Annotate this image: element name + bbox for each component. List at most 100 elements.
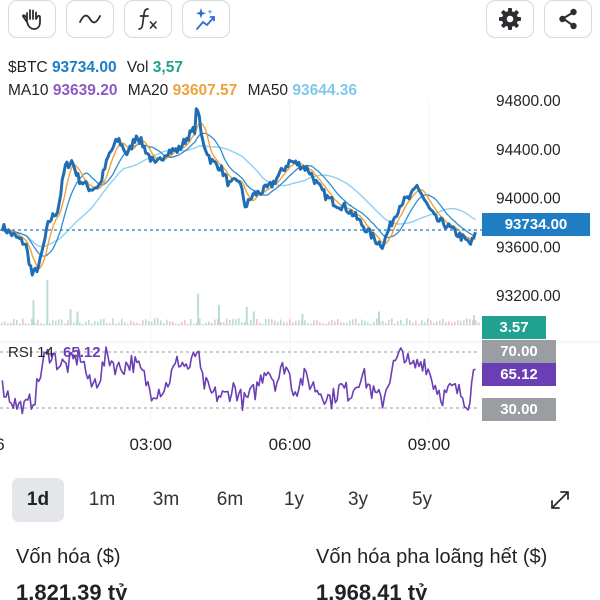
volume-bar	[463, 320, 465, 325]
volume-bar	[385, 322, 387, 325]
volume-bar	[259, 322, 261, 325]
fdv-label: Vốn hóa pha loãng hết ($)	[316, 546, 548, 568]
indicator-tool-button[interactable]	[66, 0, 114, 38]
volume-bar	[349, 320, 351, 325]
volume-spike-bar	[76, 311, 79, 325]
legend-ma-row: MA10 93639.20 MA20 93607.57 MA50 93644.3…	[8, 82, 363, 100]
volume-bar	[373, 322, 375, 325]
ai-tool-button[interactable]	[182, 0, 230, 38]
volume-bar	[313, 320, 315, 325]
settings-button[interactable]	[486, 0, 534, 38]
volume-bar	[67, 320, 69, 325]
y-tick-label: 94400.00	[496, 142, 561, 159]
volume-bar	[25, 323, 27, 325]
volume-bar	[268, 318, 270, 325]
volume-bar	[52, 319, 54, 325]
volume-bar	[418, 323, 420, 325]
y-tick-label: 93200.00	[496, 288, 561, 305]
price-line	[0, 107, 477, 277]
volume-bar	[112, 318, 114, 325]
fx-tool-button[interactable]	[124, 0, 172, 38]
volume-bar	[31, 318, 33, 325]
hand-tool-button[interactable]	[8, 0, 56, 38]
volume-spike-bar	[377, 311, 380, 325]
volume-bar	[460, 320, 462, 325]
ma50-label: MA50	[247, 82, 289, 99]
volume-bar	[145, 319, 147, 325]
range-selector: 1d 1m 3m 6m 1y 3y 5y	[12, 478, 592, 522]
volume-bar	[370, 323, 372, 325]
ma50-value: 93644.36	[292, 82, 358, 99]
fullscreen-button[interactable]	[538, 478, 582, 522]
rsi-value-badge: 65.12	[482, 363, 556, 386]
price-series	[0, 107, 477, 277]
volume-bar	[88, 320, 90, 325]
rsi-line	[1, 346, 476, 415]
x-axis: 03:00 06:00 09:00 6	[0, 100, 450, 454]
volume-bar	[286, 322, 288, 325]
volume-bar	[10, 322, 12, 325]
volume-bar	[73, 322, 75, 325]
volume-bar	[295, 320, 297, 325]
volume-spike-bar	[197, 293, 200, 325]
volume-bar	[271, 319, 273, 325]
volume-bar	[358, 323, 360, 325]
volume-bar	[28, 323, 30, 325]
volume-bar	[433, 322, 435, 325]
volume-bar	[199, 318, 201, 325]
volume-bar	[139, 323, 141, 325]
volume-bar	[421, 320, 423, 325]
volume-bar	[280, 319, 282, 325]
volume-bar	[316, 320, 318, 325]
volume-bar	[430, 320, 432, 325]
volume-bar	[16, 319, 18, 325]
volume-bar	[436, 321, 438, 325]
volume-bar	[178, 323, 180, 325]
volume-bar	[226, 318, 228, 325]
market-cap-label: Vốn hóa ($)	[16, 546, 121, 568]
volume-bar	[133, 322, 135, 325]
volume-bar	[391, 318, 393, 325]
price-chart[interactable]: 94800.00 94400.00 94000.00 93600.00 93200.00…	[0, 40, 600, 460]
range-3m[interactable]: 3m	[152, 489, 180, 510]
ai-sparkle-chart-icon	[196, 8, 215, 30]
volume-bar	[148, 320, 150, 325]
ma20-line	[1, 132, 476, 257]
volume-bar	[355, 318, 357, 325]
volume-bar	[334, 321, 336, 325]
ma10-value: 93639.20	[52, 82, 118, 99]
range-6m[interactable]: 6m	[216, 489, 244, 510]
range-1d[interactable]: 1d	[12, 478, 64, 522]
rsi-pane	[0, 346, 480, 415]
volume-bar	[238, 318, 240, 325]
volume-bar	[49, 323, 51, 325]
volume-bar	[400, 319, 402, 325]
volume-bar	[475, 320, 477, 325]
volume-bar	[163, 322, 165, 325]
chart-toolbar	[0, 0, 600, 44]
volume-bar	[244, 322, 246, 325]
volume-bar	[124, 322, 126, 325]
volume-bar	[40, 323, 42, 325]
volume-bar	[241, 322, 243, 325]
range-3y[interactable]: 3y	[347, 489, 369, 510]
y-tick-label: 94000.00	[496, 191, 561, 208]
range-1m[interactable]: 1m	[88, 489, 116, 510]
volume-bar	[451, 322, 453, 325]
legend-price-row: $BTC 93734.00 Vol 3,57	[8, 59, 189, 77]
x-tick-label: 06:00	[269, 435, 312, 454]
volume-bar	[265, 319, 267, 325]
share-button[interactable]	[544, 0, 592, 38]
range-1y[interactable]: 1y	[283, 489, 305, 510]
volume-bar	[394, 323, 396, 325]
volume-bar	[184, 320, 186, 325]
volume-bar	[91, 323, 93, 325]
volume-bar	[346, 322, 348, 325]
volume-bar	[466, 318, 468, 325]
volume-bar	[220, 322, 222, 325]
volume-bar	[166, 319, 168, 325]
volume-bar	[1, 322, 3, 325]
range-5y[interactable]: 5y	[411, 489, 433, 510]
volume-bar	[328, 321, 330, 325]
volume-bar	[376, 318, 378, 325]
